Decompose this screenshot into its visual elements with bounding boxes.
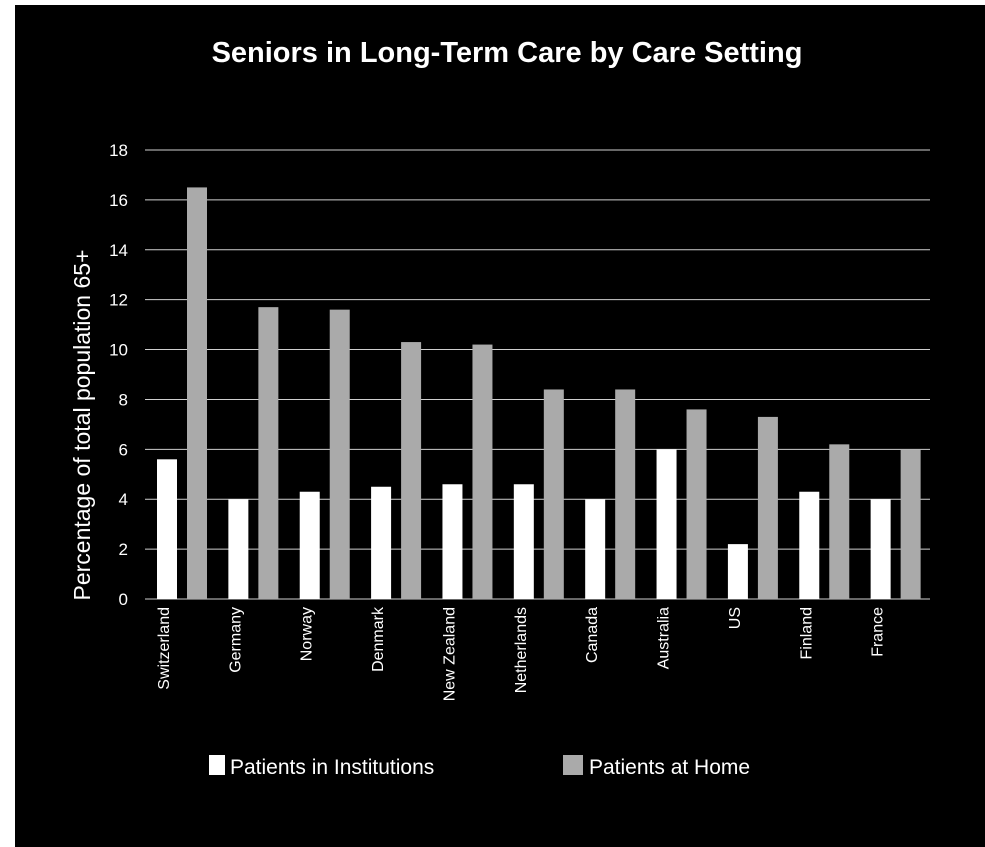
bar-patients-in-institutions-canada [585,499,606,599]
bar-patients-in-institutions-switzerland [157,459,177,599]
x-tick-canada: Canada [584,607,601,663]
y-tick-2: 2 [119,540,128,559]
bar-patients-in-institutions-us [727,544,748,599]
bar-patients-at-home-norway [329,309,350,599]
chart-panel: Seniors in Long-Term Care by Care Settin… [15,5,985,847]
y-tick-8: 8 [119,390,128,409]
x-tick-netherlands: Netherlands [513,607,530,693]
legend-swatch-institutions [209,755,225,775]
y-tick-4: 4 [119,490,128,509]
bar-patients-at-home-germany [258,307,279,599]
bar-patients-at-home-denmark [401,342,422,599]
legend-label-institutions: Patients in Institutions [230,756,434,779]
bar-patients-at-home-finland [829,444,850,599]
y-tick-12: 12 [109,291,128,310]
bar-patients-at-home-switzerland [187,187,207,599]
chart-title: Seniors in Long-Term Care by Care Settin… [212,37,803,69]
y-tick-16: 16 [109,191,128,210]
bar-patients-at-home-new-zealand [472,344,493,599]
bar-patients-in-institutions-netherlands [513,484,534,599]
bar-patients-in-institutions-denmark [371,486,392,599]
x-tick-finland: Finland [798,607,815,659]
bar-patients-in-institutions-australia [656,449,677,599]
bar-patients-in-institutions-new-zealand [442,484,463,599]
x-tick-norway: Norway [299,607,316,661]
y-tick-10: 10 [109,341,128,360]
y-tick-0: 0 [119,590,128,609]
y-tick-6: 6 [119,440,128,459]
x-tick-us: US [727,607,744,629]
x-tick-australia: Australia [656,607,673,669]
y-axis-ticks: 0 2 4 6 8 10 12 14 16 18 [109,141,128,609]
x-tick-denmark: Denmark [370,606,387,672]
bar-patients-at-home-france [900,449,921,599]
bar-patients-in-institutions-france [870,499,891,599]
bar-chart: Seniors in Long-Term Care by Care Settin… [69,37,930,779]
x-tick-france: France [870,607,887,657]
legend-label-home: Patients at Home [589,756,750,779]
y-axis-label: Percentage of total population 65+ [69,249,95,600]
y-tick-14: 14 [109,241,128,260]
bars [157,187,921,599]
legend: Patients in Institutions Patients at Hom… [209,755,750,779]
bar-patients-at-home-australia [686,409,707,599]
x-tick-germany: Germany [227,607,244,673]
bar-patients-in-institutions-finland [799,491,820,599]
bar-patients-at-home-canada [615,389,636,599]
x-tick-switzerland: Switzerland [156,607,173,690]
x-axis-labels: Switzerland Germany Norway Denmark New Zeala… [156,606,887,701]
bar-patients-at-home-us [757,416,778,599]
y-tick-18: 18 [109,141,128,160]
bar-patients-at-home-netherlands [543,389,564,599]
legend-swatch-home [563,755,583,775]
bar-patients-in-institutions-germany [228,499,249,599]
x-tick-new-zealand: New Zealand [441,607,458,701]
bar-patients-in-institutions-norway [299,491,320,599]
